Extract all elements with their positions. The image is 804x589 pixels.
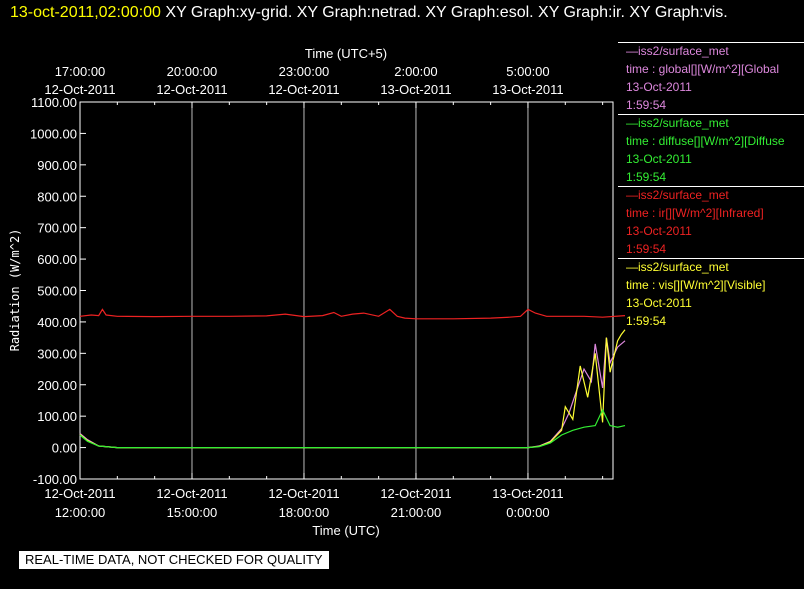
series-line-diffuse: [79, 408, 626, 449]
quality-warning: REAL-TIME DATA, NOT CHECKED FOR QUALITY: [19, 551, 329, 569]
x-tick-date: 12-Oct-2011: [268, 486, 339, 501]
series-line-ir: [79, 308, 626, 320]
top-axis-title: Time (UTC+5): [305, 46, 387, 61]
legend-date: 13-Oct-2011: [626, 152, 692, 166]
y-axis-title: Radiation (W/m^2): [8, 229, 22, 352]
x-tick-date: 13-Oct-2011: [492, 486, 563, 501]
legend-time: 1:59:54: [626, 98, 667, 112]
legend-desc: time : vis[][W/m^2][Visible]: [626, 278, 766, 292]
legend-desc: time : diffuse[][W/m^2][Diffuse: [626, 134, 785, 148]
x-tick-time: 12:00:00: [55, 505, 106, 520]
top-tick-date: 13-Oct-2011: [380, 82, 451, 97]
top-tick-date: 12-Oct-2011: [156, 82, 227, 97]
top-tick-date: 12-Oct-2011: [268, 82, 339, 97]
x-tick-time: 0:00:00: [506, 505, 549, 520]
top-tick-time: 23:00:00: [279, 64, 330, 79]
graph-header: 13-oct-2011,02:00:00 XY Graph:xy-grid. X…: [10, 2, 800, 23]
y-tick-label: 300.00: [37, 346, 77, 361]
top-tick-time: 20:00:00: [167, 64, 218, 79]
top-tick-time: 2:00:00: [394, 64, 437, 79]
legend-source: —iss2/surface_met: [626, 260, 729, 274]
y-tick-label: 400.00: [37, 315, 77, 330]
legend-date: 13-Oct-2011: [626, 224, 692, 238]
y-tick-label: 500.00: [37, 284, 77, 299]
legend-date: 13-Oct-2011: [626, 296, 692, 310]
x-tick-time: 21:00:00: [391, 505, 442, 520]
y-tick-label: 700.00: [37, 221, 77, 236]
legend-desc: time : global[][W/m^2][Global: [626, 62, 780, 76]
y-tick-label: 1100.00: [31, 95, 77, 110]
legend-desc: time : ir[][W/m^2][Infrared]: [626, 206, 764, 220]
top-tick-time: 5:00:00: [506, 64, 549, 79]
x-tick-time: 15:00:00: [167, 505, 218, 520]
x-tick-time: 18:00:00: [279, 505, 330, 520]
legend-source: —iss2/surface_met: [626, 188, 729, 202]
legend-date: 13-Oct-2011: [626, 80, 692, 94]
series-line-global: [79, 337, 626, 449]
top-tick-date: 12-Oct-2011: [44, 82, 115, 97]
top-tick-time: 17:00:00: [55, 64, 106, 79]
legend-time: 1:59:54: [626, 170, 667, 184]
x-axis-title: Time (UTC): [312, 523, 379, 538]
header-graph-list: XY Graph:xy-grid. XY Graph:netrad. XY Gr…: [165, 4, 728, 21]
legend-divider: [618, 114, 804, 115]
legend-time: 1:59:54: [626, 314, 667, 328]
x-tick-date: 12-Oct-2011: [380, 486, 451, 501]
plot-frame: [79, 101, 614, 480]
header-timestamp: 13-oct-2011,02:00:00: [10, 4, 161, 21]
y-tick-label: 0.00: [52, 441, 77, 456]
y-tick-label: 600.00: [37, 252, 77, 267]
legend-source: —iss2/surface_met: [626, 116, 729, 130]
legend-divider: [618, 258, 804, 259]
y-tick-label: 900.00: [37, 158, 77, 173]
legend-divider: [618, 42, 804, 43]
series-line-vis: [79, 329, 626, 449]
y-tick-label: 800.00: [37, 189, 77, 204]
x-tick-date: 12-Oct-2011: [44, 486, 115, 501]
legend-divider: [618, 186, 804, 187]
y-tick-label: 1000.00: [30, 126, 77, 141]
x-tick-date: 12-Oct-2011: [156, 486, 227, 501]
top-tick-date: 13-Oct-2011: [492, 82, 563, 97]
legend-source: —iss2/surface_met: [626, 44, 729, 58]
y-tick-label: 200.00: [37, 378, 77, 393]
y-tick-label: 100.00: [37, 409, 77, 424]
legend-time: 1:59:54: [626, 242, 667, 256]
y-tick-label: -100.00: [33, 472, 77, 487]
